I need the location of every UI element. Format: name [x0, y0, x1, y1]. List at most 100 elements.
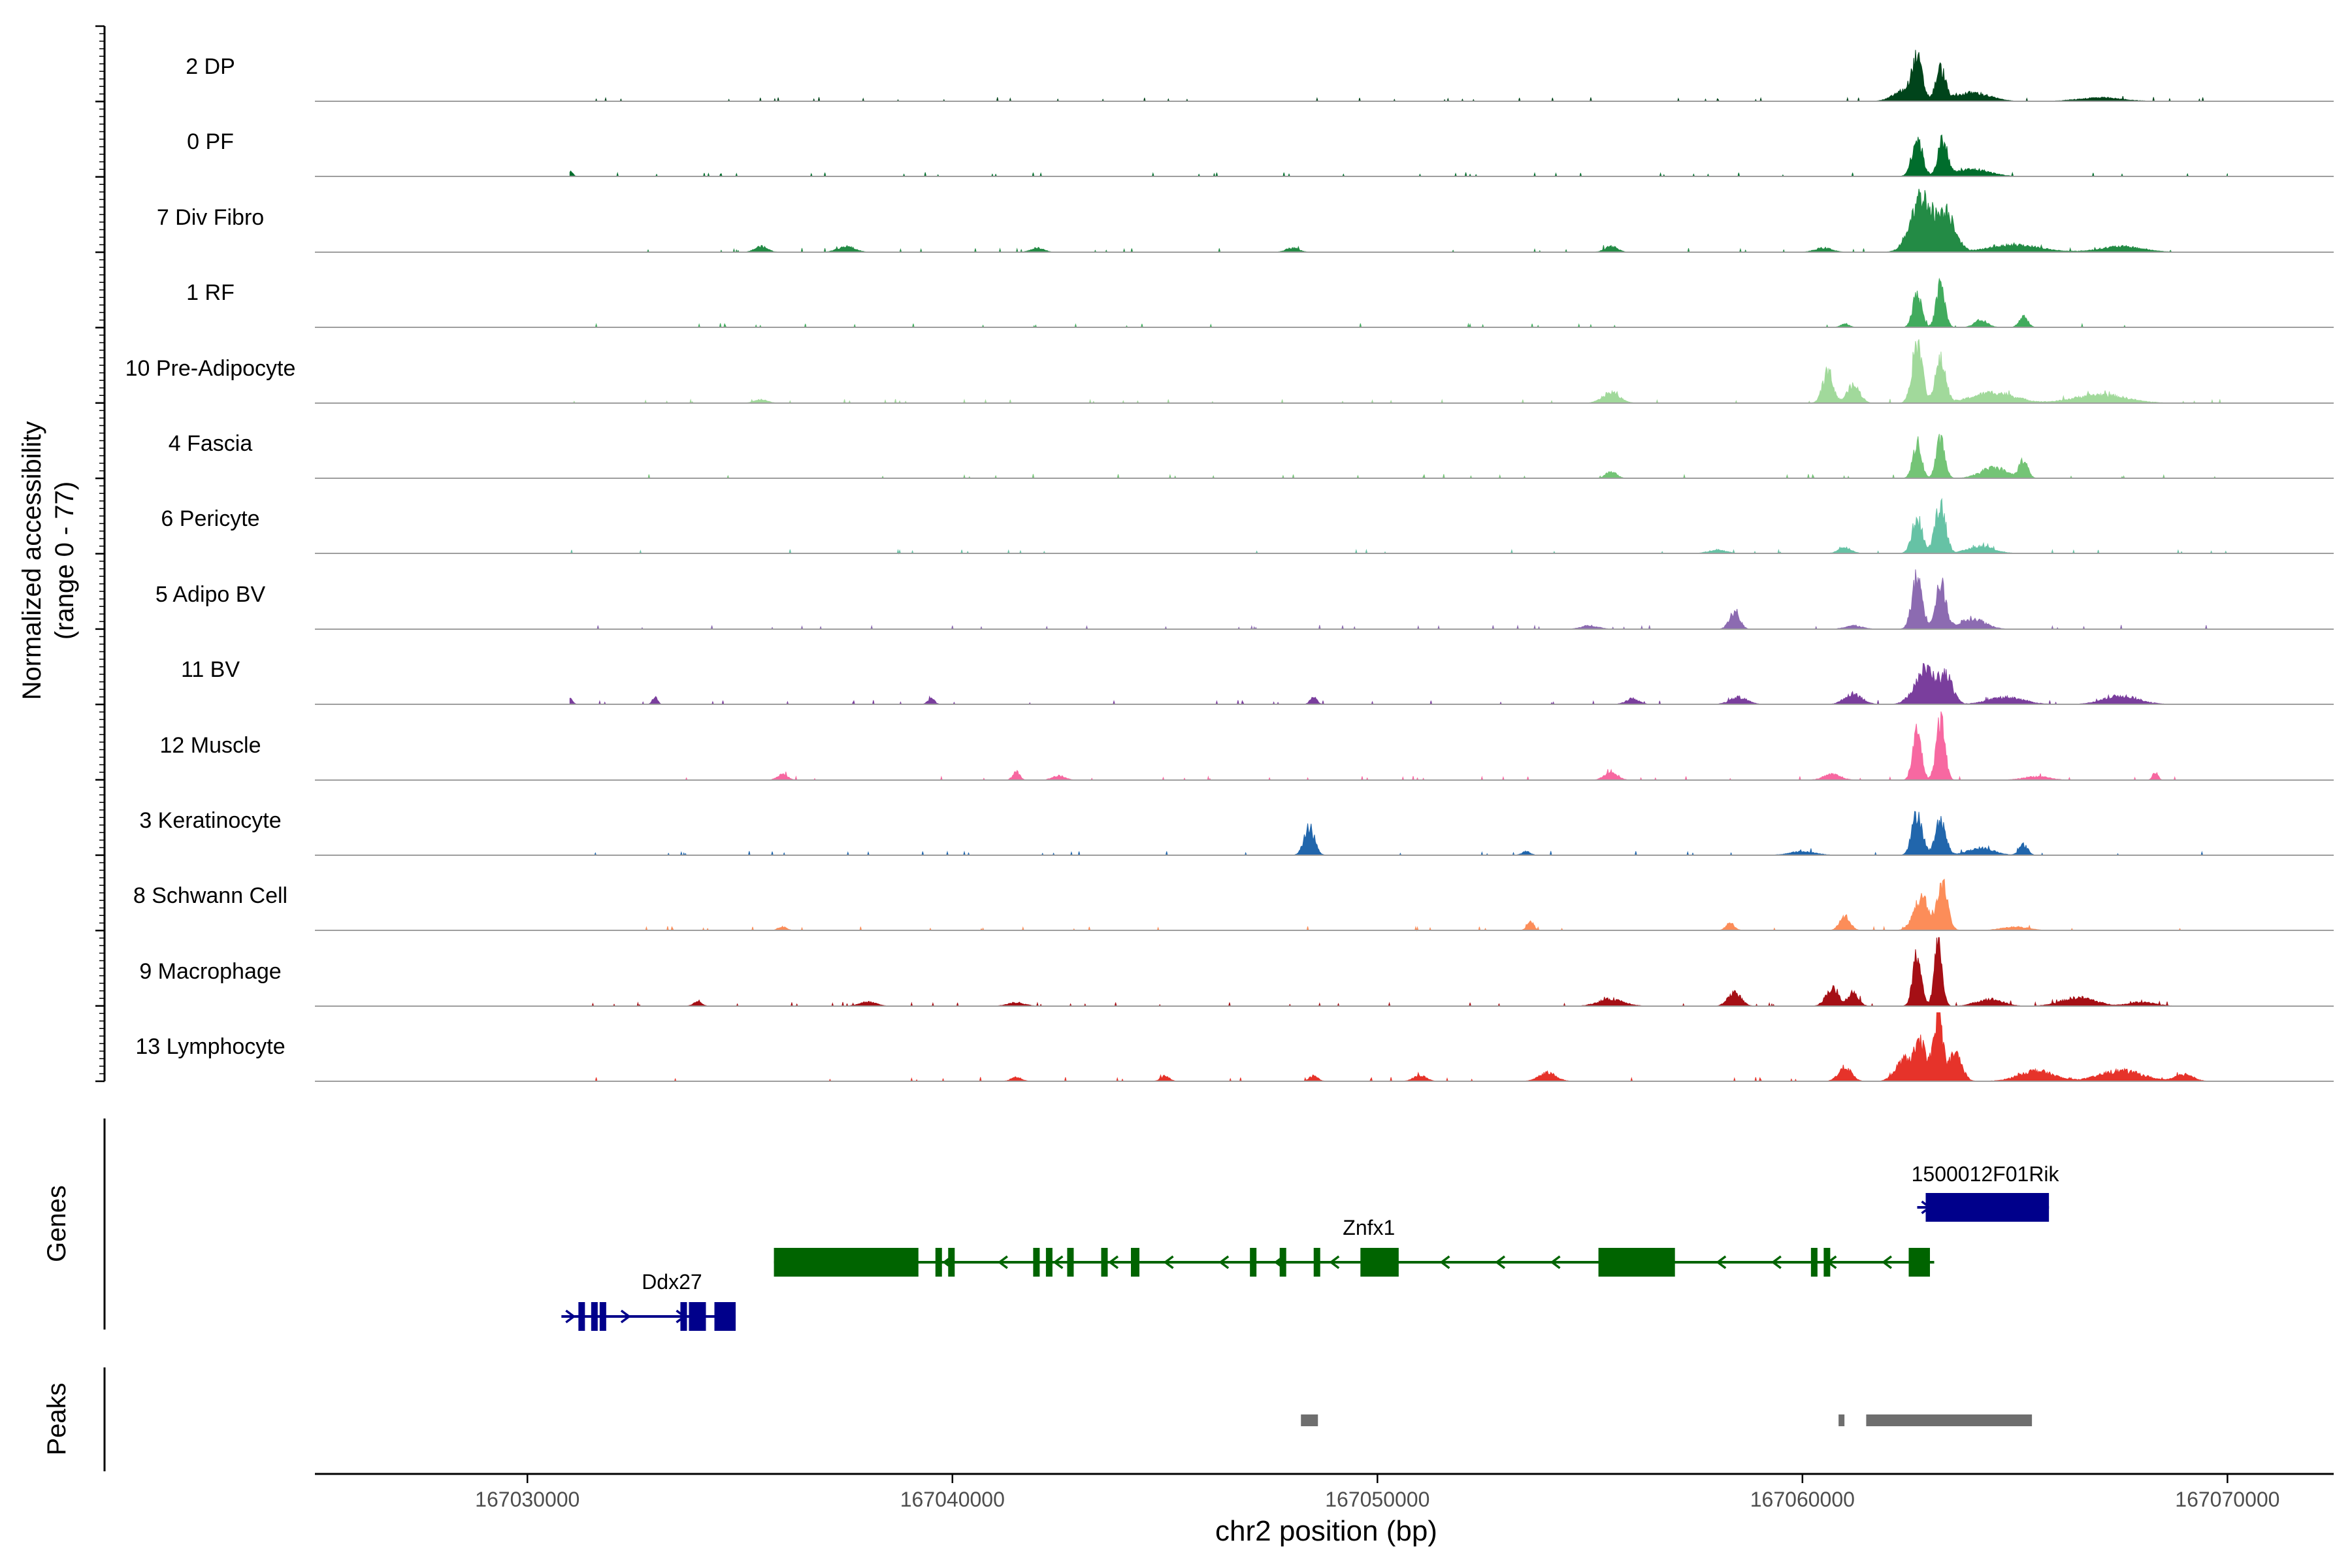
peak-region [1838, 1414, 1845, 1426]
gene-exon [1810, 1248, 1818, 1277]
track-label: 9 Macrophage [139, 959, 281, 984]
strand-arrow [1882, 1255, 1892, 1269]
strand-arrow [1439, 1255, 1450, 1269]
gene-exon [1279, 1248, 1286, 1277]
track-label: 2 DP [186, 54, 235, 79]
gene-exon [1045, 1248, 1053, 1277]
gene-exon [591, 1302, 598, 1331]
gene-exon [689, 1302, 706, 1331]
track-signal [570, 188, 2228, 253]
track-signal [570, 569, 2228, 630]
gene-exon [935, 1248, 942, 1277]
track-2-dp: 2 DP [186, 50, 2334, 102]
track-signal [570, 339, 2228, 404]
track-label: 10 Pre-Adipocyte [125, 356, 296, 381]
track-label: 6 Pericyte [161, 506, 259, 531]
track-signal [570, 497, 2228, 555]
track-11-bv: 11 BV [181, 657, 2334, 706]
track-10-pre-adipocyte: 10 Pre-Adipocyte [125, 339, 2334, 404]
gene-exon [1033, 1248, 1040, 1277]
peak-region [1301, 1414, 1318, 1426]
y-axis-left [95, 25, 106, 1471]
track-0-pf: 0 PF [187, 129, 2334, 177]
x-tick-label: 167070000 [2175, 1488, 2279, 1511]
strand-arrow [1771, 1255, 1782, 1269]
gene-exon [948, 1248, 955, 1277]
track-8-schwann-cell: 8 Schwann Cell [133, 878, 2334, 932]
strand-arrow [1163, 1255, 1174, 1269]
x-axis-label: chr2 position (bp) [1215, 1515, 1437, 1547]
x-tick-label: 167050000 [1325, 1488, 1429, 1511]
track-signal [570, 277, 2228, 329]
strand-arrow [565, 1309, 576, 1324]
track-4-fascia: 4 Fascia [169, 431, 2334, 480]
gene-exon [599, 1302, 606, 1331]
gene-znfx1: Znfx1 [774, 1216, 1935, 1277]
gene-exon [578, 1302, 585, 1331]
strand-arrow [1053, 1255, 1064, 1269]
strand-arrow [620, 1309, 631, 1324]
gene-exon [1908, 1248, 1930, 1277]
gene-1500012f01rik: 1500012F01Rik [1912, 1162, 2060, 1222]
y-axis-label-line1: Normalized accessibility [18, 421, 46, 700]
y-axis-label-line2: (range 0 - 77) [50, 482, 79, 640]
x-tick-label: 167060000 [1750, 1488, 1855, 1511]
track-12-muscle: 12 Muscle [160, 711, 2334, 781]
strand-arrow [1329, 1255, 1340, 1269]
track-label: 5 Adipo BV [155, 582, 266, 607]
track-label: 11 BV [181, 657, 240, 682]
track-9-macrophage: 9 Macrophage [139, 937, 2334, 1007]
track-signal [570, 1012, 2228, 1082]
track-5-adipo-bv: 5 Adipo BV [155, 569, 2334, 630]
track-signal [569, 662, 2228, 706]
track-3-keratinocyte: 3 Keratinocyte [139, 808, 2334, 857]
track-6-pericyte: 6 Pericyte [161, 497, 2334, 555]
gene-label: Znfx1 [1343, 1216, 1395, 1239]
track-label: 4 Fascia [169, 431, 253, 456]
x-tick-label: 167030000 [475, 1488, 580, 1511]
track-signal [570, 711, 2228, 781]
track-signal [570, 937, 2228, 1007]
track-7-div-fibro: 7 Div Fibro [157, 188, 2334, 253]
track-signal [570, 434, 2228, 480]
x-axis: 167030000 167040000 167050000 167060000 1670… [315, 1473, 2334, 1511]
track-signal [570, 878, 2228, 932]
track-signal [570, 50, 2228, 102]
gene-exon [1598, 1248, 1675, 1277]
strand-arrow [1495, 1255, 1506, 1269]
track-label: 8 Schwann Cell [133, 883, 287, 908]
gene-exon [1360, 1248, 1399, 1277]
track-label: 1 RF [186, 280, 235, 305]
track-13-lymphocyte: 13 Lymphocyte [135, 1012, 2334, 1082]
peaks-panel [1301, 1414, 2033, 1426]
strand-arrow [1550, 1255, 1561, 1269]
accessibility-tracks: 2 DP 0 PF 7 Div Fibro 1 RF 10 Pre-Adipocyte 4… [125, 50, 2334, 1082]
track-label: 0 PF [187, 129, 234, 154]
gene-exon [1131, 1248, 1140, 1277]
gene-ddx27: Ddx27 [561, 1270, 736, 1331]
strand-arrow [1108, 1255, 1119, 1269]
track-signal [569, 134, 2228, 177]
peak-region [1866, 1414, 2033, 1426]
gene-exon [1925, 1193, 2050, 1222]
x-tick-label: 167040000 [900, 1488, 1005, 1511]
genes-panel: Ddx27 Znfx1 1500012F01Rik [561, 1162, 2060, 1331]
gene-exon [1250, 1248, 1257, 1277]
genes-label: Genes [42, 1185, 71, 1262]
track-label: 13 Lymphocyte [135, 1034, 285, 1059]
gene-exon [714, 1302, 736, 1331]
strand-arrow [1218, 1255, 1230, 1269]
gene-exon [774, 1248, 919, 1277]
gene-exon [1067, 1248, 1074, 1277]
gene-exon [1101, 1248, 1108, 1277]
strand-arrow [1716, 1255, 1727, 1269]
gene-exon [1823, 1248, 1831, 1277]
gene-exon [680, 1302, 687, 1331]
gene-label: 1500012F01Rik [1912, 1162, 2060, 1186]
track-label: 12 Muscle [160, 733, 261, 758]
track-1-rf: 1 RF [186, 277, 2334, 329]
peaks-label: Peaks [42, 1382, 71, 1455]
gene-exon [1313, 1248, 1320, 1277]
strand-arrow [997, 1255, 1008, 1269]
